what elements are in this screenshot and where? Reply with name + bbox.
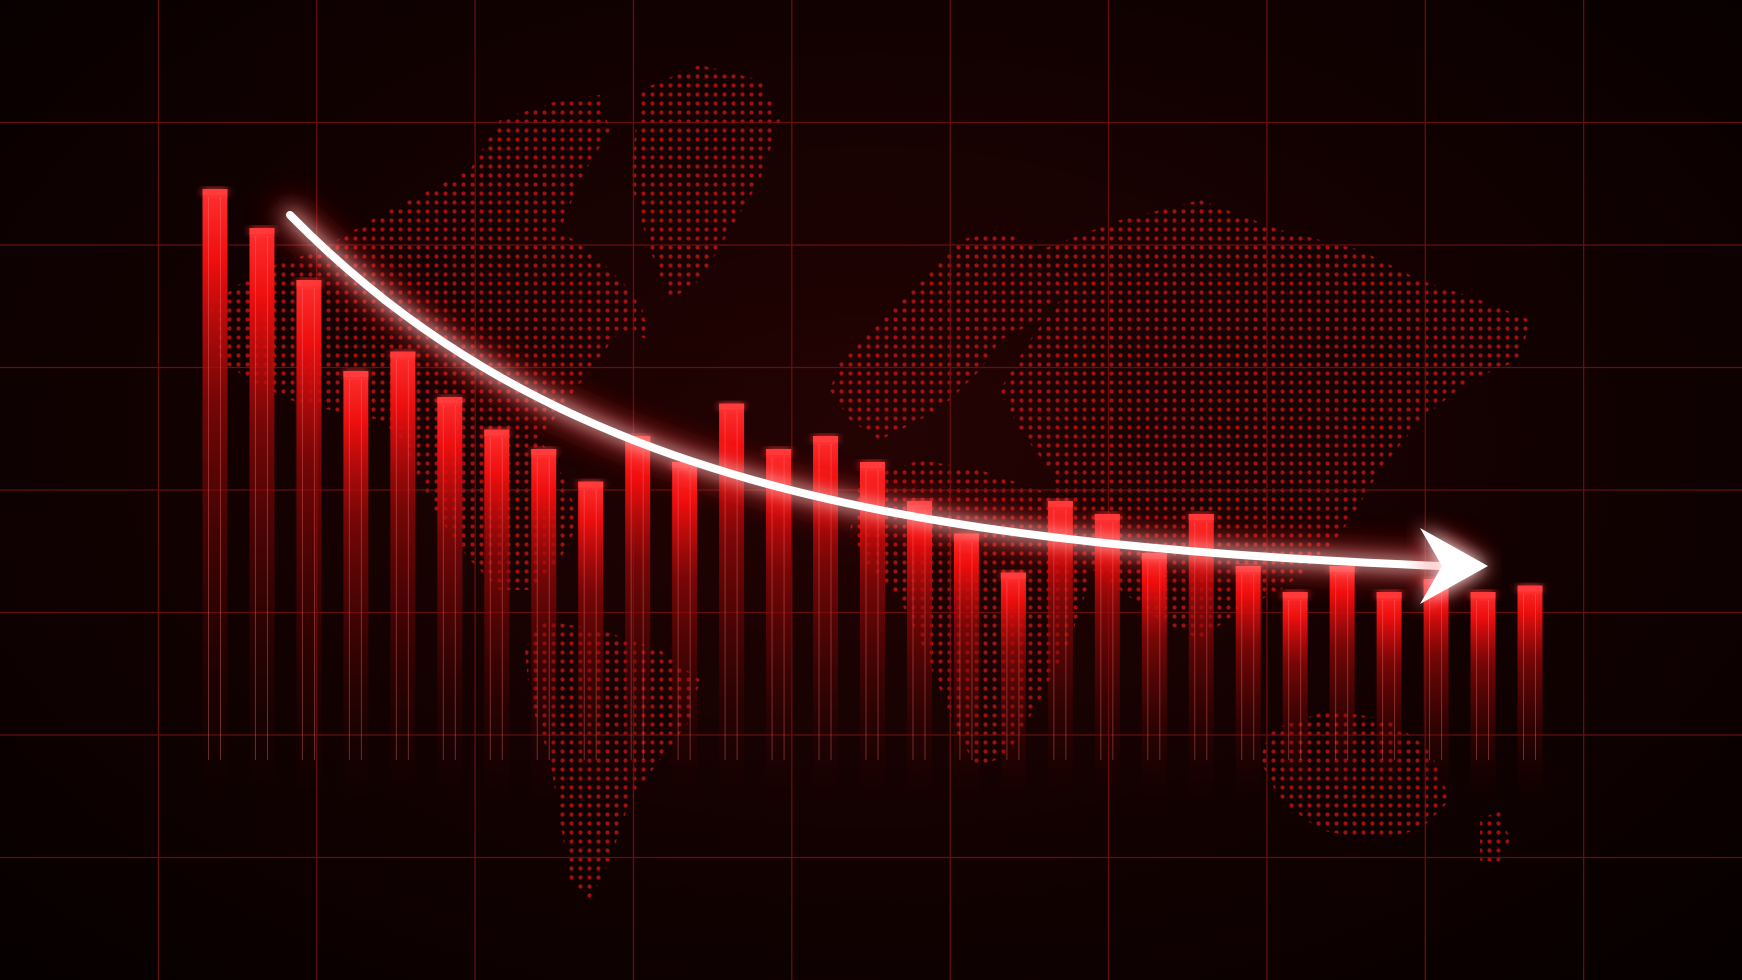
bar-body bbox=[1470, 592, 1496, 800]
bar-body bbox=[1000, 572, 1026, 800]
map-new-zealand bbox=[1480, 810, 1510, 870]
bar-top bbox=[249, 228, 275, 234]
bar-body bbox=[437, 397, 463, 800]
bar-top bbox=[1282, 592, 1308, 598]
bar-top bbox=[437, 397, 463, 403]
trend-arrow bbox=[277, 202, 1488, 604]
bar-body bbox=[1376, 592, 1402, 800]
bar-body bbox=[1235, 566, 1261, 800]
trend-arrow-line bbox=[286, 211, 1444, 570]
bar-body bbox=[1282, 592, 1308, 800]
bar-top bbox=[906, 501, 932, 507]
bar-top bbox=[578, 481, 604, 488]
bar-body bbox=[578, 481, 604, 800]
bar-top bbox=[719, 403, 745, 410]
bar-body bbox=[296, 280, 322, 800]
bar-body bbox=[1094, 514, 1120, 800]
bar-top bbox=[1047, 501, 1073, 507]
bar bbox=[906, 501, 932, 800]
bar bbox=[1094, 514, 1120, 800]
bar-body bbox=[202, 189, 228, 800]
bar bbox=[202, 189, 228, 800]
bar bbox=[484, 429, 510, 800]
bar-top bbox=[1000, 572, 1026, 579]
bar-body bbox=[766, 449, 792, 800]
bar bbox=[766, 449, 792, 800]
bar bbox=[296, 280, 322, 800]
bar-body bbox=[531, 449, 557, 800]
bar-top bbox=[343, 371, 369, 377]
bar-top bbox=[202, 189, 228, 195]
bar-top bbox=[1094, 514, 1120, 520]
bar-body bbox=[1517, 585, 1543, 800]
bar-top bbox=[766, 449, 792, 455]
bar bbox=[1329, 566, 1355, 800]
bar-body bbox=[672, 462, 698, 800]
bar-top bbox=[296, 280, 322, 286]
bar bbox=[390, 351, 416, 800]
map-south-america bbox=[525, 620, 700, 900]
bar-top bbox=[531, 449, 557, 455]
bar bbox=[1282, 592, 1308, 800]
bar-body bbox=[390, 351, 416, 800]
bar bbox=[437, 397, 463, 800]
bar bbox=[343, 371, 369, 800]
bar-body bbox=[1329, 566, 1355, 800]
map-asia bbox=[1000, 200, 1530, 640]
bar bbox=[1376, 592, 1402, 800]
bar bbox=[1000, 572, 1026, 800]
bar bbox=[1517, 585, 1543, 800]
bar-top bbox=[813, 436, 839, 442]
bar-body bbox=[625, 436, 651, 800]
bar-top bbox=[390, 351, 416, 358]
bar-top bbox=[484, 429, 510, 436]
bar-top bbox=[1235, 566, 1261, 572]
bar-top bbox=[1517, 585, 1543, 592]
bar-top bbox=[1470, 592, 1496, 598]
bar bbox=[531, 449, 557, 800]
bar bbox=[625, 436, 651, 800]
bar-body bbox=[1141, 553, 1167, 800]
bar-body bbox=[484, 429, 510, 800]
bar-top bbox=[860, 462, 885, 468]
bar-body bbox=[343, 371, 369, 800]
bar bbox=[1470, 592, 1496, 800]
bar-body bbox=[249, 228, 275, 800]
bar bbox=[1141, 553, 1167, 800]
bar bbox=[672, 462, 698, 800]
bar bbox=[1423, 579, 1449, 800]
bar-body bbox=[1423, 579, 1449, 800]
map-greenland bbox=[630, 65, 780, 300]
bar bbox=[578, 481, 604, 800]
bar bbox=[1235, 566, 1261, 800]
bar bbox=[953, 533, 979, 800]
bar-top bbox=[1376, 592, 1402, 598]
bar bbox=[249, 228, 275, 800]
map-europe bbox=[830, 230, 1060, 440]
bar-body bbox=[953, 533, 979, 800]
bar-top bbox=[1188, 514, 1214, 520]
arrow-right-icon bbox=[1420, 528, 1488, 604]
bar-body bbox=[906, 501, 932, 800]
